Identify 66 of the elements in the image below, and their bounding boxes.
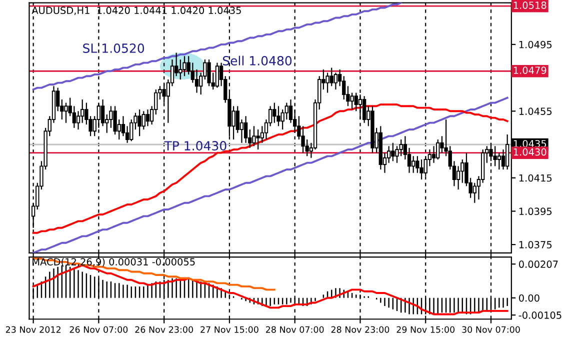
candlestick: [100, 98, 105, 127]
candlestick: [350, 92, 354, 110]
candlestick: [436, 138, 440, 160]
candlestick: [489, 142, 493, 162]
candlestick: [288, 98, 293, 124]
candlestick: [72, 106, 76, 128]
line-series: [32, 96, 508, 253]
candlestick: [412, 156, 416, 174]
candlestick: [252, 126, 256, 147]
annotation: SL 1.0520: [83, 44, 144, 53]
ref-line-label: 1.0430: [514, 148, 546, 156]
x-tick-label: 28 Nov 07:00: [266, 326, 324, 333]
candlestick: [497, 152, 501, 170]
y-tick-label: 1.0415: [519, 174, 552, 182]
x-tick-label: 26 Nov 23:00: [135, 326, 193, 333]
candlestick: [113, 106, 117, 136]
candlestick: [432, 146, 436, 164]
candlestick: [493, 146, 497, 167]
candlestick: [362, 96, 366, 124]
candlestick: [142, 110, 146, 130]
candlestick: [326, 72, 330, 94]
candlestick: [207, 58, 211, 87]
line-series: [32, 258, 276, 291]
candlestick: [330, 67, 334, 87]
x-tick-label: 26 Nov 07:00: [70, 326, 128, 333]
annotation: TP 1.0430: [164, 141, 226, 151]
candlestick: [391, 142, 395, 162]
y-tick-label: 1.0455: [519, 108, 552, 115]
candlestick: [130, 118, 134, 142]
ref-line-label: 1.0518: [514, 2, 546, 9]
y-tick-label: 1.0375: [519, 241, 552, 248]
candlestick: [194, 68, 199, 94]
ref-line-label: 1.0435: [514, 140, 546, 148]
candlestick: [276, 106, 280, 127]
line-series: [32, 2, 402, 90]
candlestick: [76, 110, 80, 130]
x-tick-label: 27 Nov 15:00: [200, 326, 258, 333]
candlestick: [138, 108, 142, 137]
candlestick: [178, 58, 182, 80]
candlestick: [146, 108, 150, 127]
candlestick: [182, 56, 186, 77]
candlestick: [420, 158, 424, 180]
candlestick: [256, 128, 260, 150]
x-tick-label: 28 Nov 23:00: [331, 326, 390, 333]
ref-line-label: 1.0479: [514, 66, 546, 74]
candlestick: [64, 102, 68, 124]
candlestick: [272, 102, 276, 124]
annotation: Sell 1.0480: [222, 56, 292, 66]
candlestick: [334, 72, 338, 90]
y-tick-label: 1.0495: [519, 40, 552, 48]
y-tick-label: -0.00105: [518, 312, 562, 319]
x-tick-label: 29 Nov 15:00: [396, 326, 455, 333]
candlestick: [506, 134, 510, 170]
candlestick: [399, 138, 403, 157]
y-tick-label: 0.00: [519, 294, 540, 302]
candlestick: [407, 147, 412, 174]
y-tick-label: 0.00207: [519, 260, 558, 268]
candlestick: [215, 62, 220, 88]
y-tick-label: 1.0395: [519, 208, 552, 216]
candlestick: [284, 102, 288, 120]
x-tick-label: 23 Nov 2012: [6, 326, 60, 333]
candlestick: [244, 116, 248, 144]
x-tick-label: 30 Nov 07:00: [462, 326, 520, 333]
candlestick: [456, 166, 460, 190]
chart-title: AUDUSD,H1 1.0420 1.0441 1.0420 1.0435: [32, 6, 241, 16]
candlestick: [305, 138, 309, 157]
